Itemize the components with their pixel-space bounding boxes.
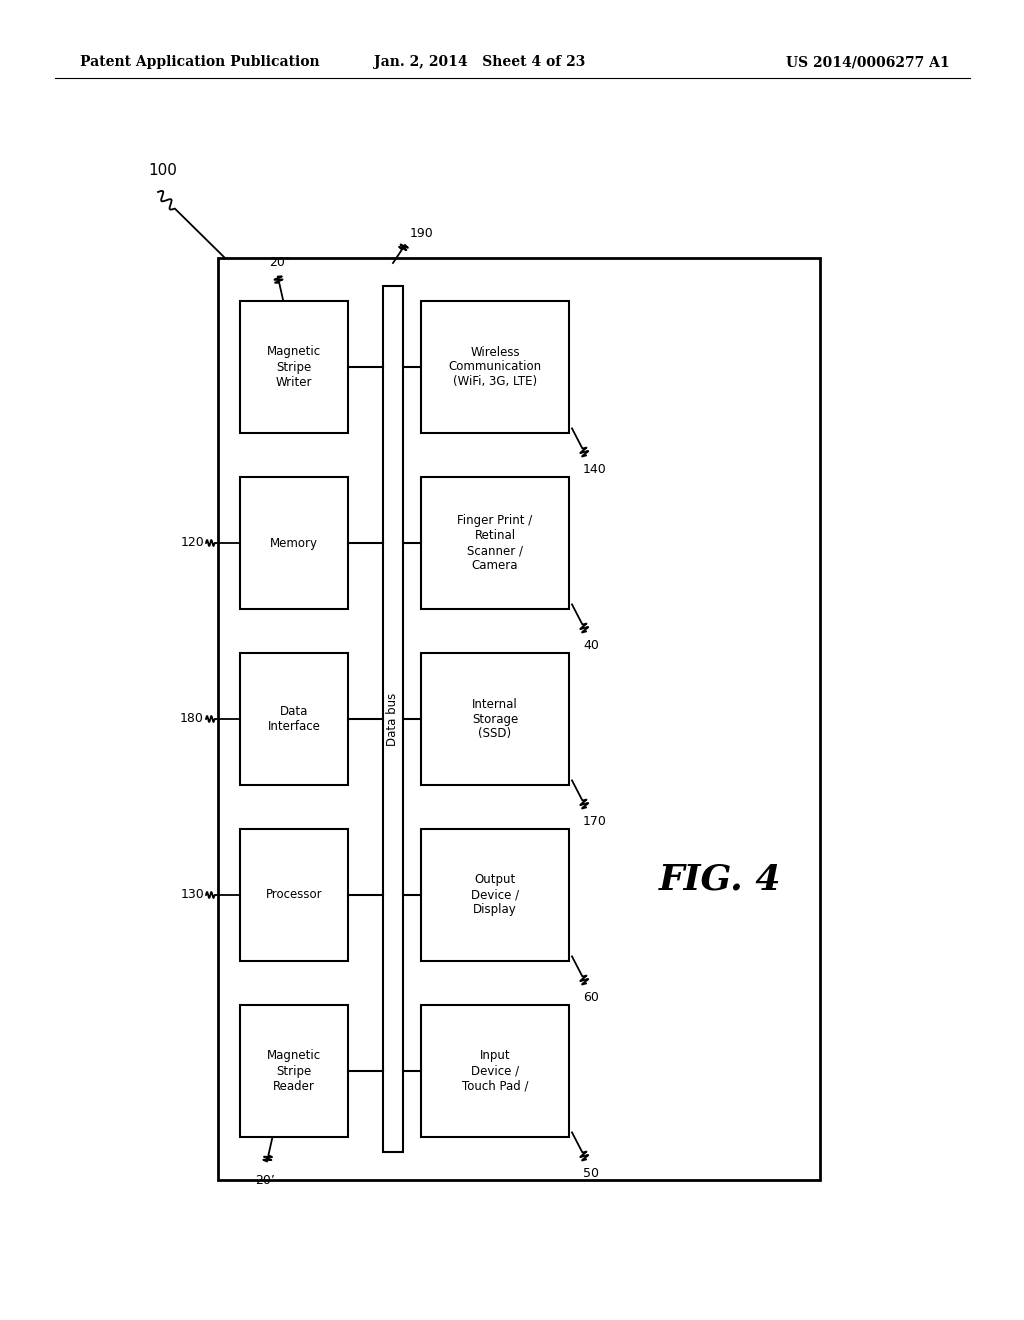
Bar xyxy=(421,652,569,785)
Text: 20’: 20’ xyxy=(255,1175,274,1188)
Text: 130: 130 xyxy=(180,888,204,902)
Text: Output
Device /
Display: Output Device / Display xyxy=(471,874,519,916)
Bar xyxy=(240,829,348,961)
Text: Jan. 2, 2014   Sheet 4 of 23: Jan. 2, 2014 Sheet 4 of 23 xyxy=(375,55,586,69)
Bar xyxy=(421,829,569,961)
Text: 120: 120 xyxy=(180,536,204,549)
Bar xyxy=(218,257,820,1180)
Text: FIG. 4: FIG. 4 xyxy=(658,863,781,898)
Bar xyxy=(421,477,569,610)
Text: 180: 180 xyxy=(180,713,204,726)
Text: Magnetic
Stripe
Reader: Magnetic Stripe Reader xyxy=(267,1049,322,1093)
Text: Memory: Memory xyxy=(270,536,318,549)
Text: 50: 50 xyxy=(583,1167,599,1180)
Bar xyxy=(421,301,569,433)
Text: 190: 190 xyxy=(410,227,434,240)
Text: 60: 60 xyxy=(583,991,599,1005)
Bar xyxy=(240,1005,348,1138)
Text: US 2014/0006277 A1: US 2014/0006277 A1 xyxy=(786,55,950,69)
Bar xyxy=(383,286,403,1152)
Text: Magnetic
Stripe
Writer: Magnetic Stripe Writer xyxy=(267,346,322,388)
Text: 100: 100 xyxy=(148,162,177,178)
Bar xyxy=(421,1005,569,1138)
Text: Wireless
Communication
(WiFi, 3G, LTE): Wireless Communication (WiFi, 3G, LTE) xyxy=(449,346,542,388)
Text: 20″: 20″ xyxy=(269,256,290,268)
Text: Data bus: Data bus xyxy=(386,693,399,746)
Text: Processor: Processor xyxy=(265,888,323,902)
Bar xyxy=(240,477,348,610)
Text: Finger Print /
Retinal
Scanner /
Camera: Finger Print / Retinal Scanner / Camera xyxy=(458,513,532,572)
Bar xyxy=(240,301,348,433)
Text: Internal
Storage
(SSD): Internal Storage (SSD) xyxy=(472,697,518,741)
Text: 140: 140 xyxy=(583,463,607,477)
Bar xyxy=(240,652,348,785)
Text: 170: 170 xyxy=(583,816,607,829)
Text: Patent Application Publication: Patent Application Publication xyxy=(80,55,319,69)
Text: Data
Interface: Data Interface xyxy=(267,705,321,733)
Text: Input
Device /
Touch Pad /: Input Device / Touch Pad / xyxy=(462,1049,528,1093)
Text: 40: 40 xyxy=(583,639,599,652)
